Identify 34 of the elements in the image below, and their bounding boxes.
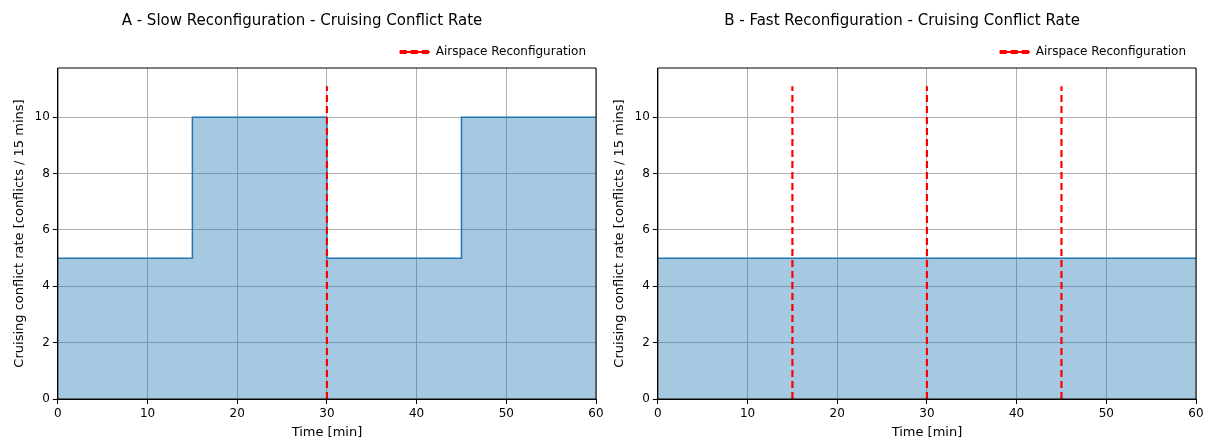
y-tick-label: 6: [642, 222, 650, 237]
y-tick-label: 10: [34, 109, 50, 124]
y-tick-label: 4: [642, 278, 650, 293]
x-tick-label: 20: [229, 406, 245, 421]
y-axis-title: Cruising conflict rate [conflicts / 15 mins]: [11, 99, 27, 368]
legend-label: Airspace Reconfiguration: [1035, 44, 1187, 59]
x-tick-label: 60: [1188, 406, 1204, 421]
x-tick-label: 60: [588, 406, 604, 421]
x-tick-label: 50: [498, 406, 514, 421]
y-tick-label: 2: [642, 334, 650, 349]
x-tick-label: 50: [1098, 406, 1114, 421]
x-tick-label: 30: [319, 406, 335, 421]
x-axis-title: Time [min]: [890, 423, 963, 439]
chart-title: B - Fast Reconfiguration - Cruising Conflict Rate: [724, 10, 1080, 29]
y-tick-label: 6: [42, 222, 50, 237]
y-axis-title: Cruising conflict rate [conflicts / 15 mins]: [611, 99, 627, 368]
y-tick-label: 8: [642, 165, 650, 180]
x-axis-title: Time [min]: [290, 423, 363, 439]
y-tick-label: 0: [642, 391, 650, 406]
x-tick-label: 10: [139, 406, 156, 421]
legend-label: Airspace Reconfiguration: [435, 44, 587, 59]
y-tick-label: 8: [42, 165, 50, 180]
x-tick-label: 40: [1008, 406, 1025, 421]
x-tick-label: 30: [919, 406, 935, 421]
y-tick-label: 4: [42, 278, 50, 293]
x-tick-label: 0: [54, 406, 62, 421]
x-tick-label: 10: [739, 406, 756, 421]
x-tick-label: 40: [408, 406, 425, 421]
x-tick-label: 0: [654, 406, 662, 421]
chart-title: A - Slow Reconfiguration - Cruising Conflict Rate: [121, 10, 483, 29]
y-tick-label: 0: [42, 391, 50, 406]
y-tick-label: 10: [634, 109, 650, 124]
x-tick-label: 20: [829, 406, 845, 421]
y-tick-label: 2: [42, 334, 50, 349]
